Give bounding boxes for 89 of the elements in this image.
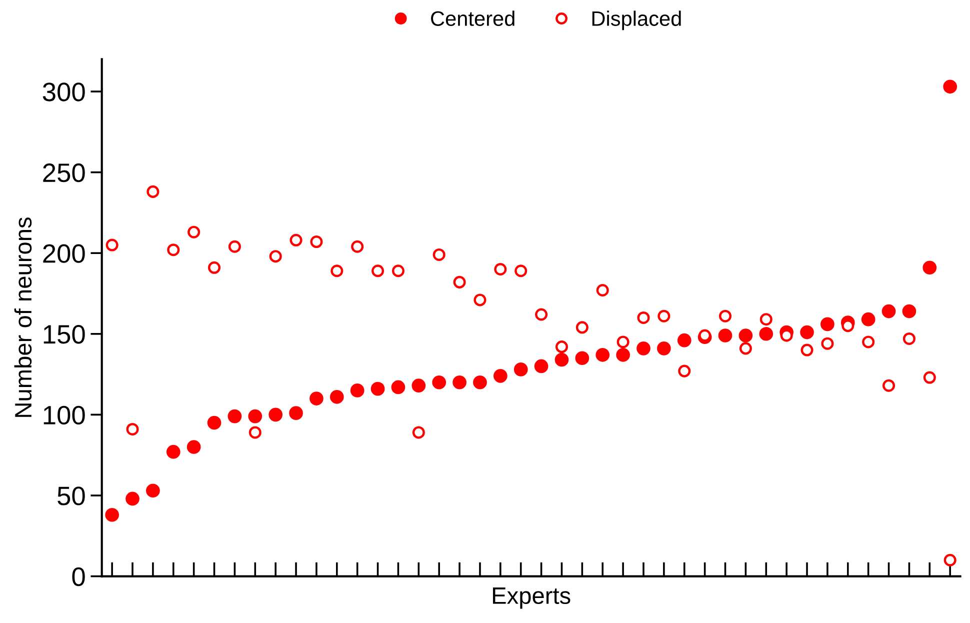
legend-label: Centered <box>431 10 514 26</box>
point <box>186 440 201 454</box>
point <box>596 348 610 362</box>
point <box>350 384 364 398</box>
point <box>882 304 896 318</box>
point <box>391 380 406 394</box>
point <box>922 260 937 275</box>
point <box>554 352 569 367</box>
point <box>126 422 139 436</box>
point <box>882 379 896 392</box>
point <box>658 310 670 322</box>
point <box>370 382 385 396</box>
point <box>207 416 222 430</box>
point <box>105 508 119 522</box>
point <box>575 351 590 366</box>
point <box>555 340 568 354</box>
point <box>861 312 876 326</box>
point <box>228 409 242 424</box>
point <box>248 409 262 424</box>
point <box>392 264 404 278</box>
point <box>944 554 956 566</box>
legend-label: Displaced <box>592 10 681 30</box>
point <box>534 359 548 374</box>
point <box>800 325 814 340</box>
point <box>636 342 650 356</box>
point <box>473 375 487 390</box>
y-tick-label: 300 <box>42 82 85 102</box>
point <box>657 342 671 356</box>
point <box>800 344 814 356</box>
x-axis-title: Experts <box>492 588 570 609</box>
point <box>514 362 528 376</box>
point <box>126 492 140 506</box>
point <box>146 185 160 198</box>
point <box>412 426 425 439</box>
point <box>760 313 772 326</box>
point <box>330 264 344 278</box>
point <box>759 326 774 341</box>
point <box>862 336 875 348</box>
y-tick-label: 100 <box>44 406 85 425</box>
point <box>616 348 630 362</box>
point <box>535 308 548 321</box>
point <box>208 261 221 274</box>
y-tick-label: 150 <box>44 325 85 344</box>
point <box>514 264 528 278</box>
point <box>269 250 282 263</box>
y-tick-label: 200 <box>43 244 85 263</box>
point <box>493 368 508 383</box>
point <box>923 371 936 384</box>
point <box>432 375 446 390</box>
point <box>739 342 752 355</box>
point <box>330 390 344 404</box>
y-axis-title: Number of neurons <box>14 218 32 417</box>
point <box>596 284 609 297</box>
point <box>248 426 262 439</box>
point <box>453 276 466 288</box>
point <box>820 317 834 332</box>
point <box>738 328 753 342</box>
point <box>718 328 732 342</box>
y-tick-label: 0 <box>72 567 85 586</box>
point <box>372 264 384 278</box>
point <box>637 311 650 324</box>
point <box>412 378 426 393</box>
point <box>616 336 630 348</box>
point <box>188 226 200 238</box>
point <box>290 234 302 246</box>
point <box>228 240 241 253</box>
point <box>718 310 732 322</box>
point <box>821 337 834 350</box>
point <box>289 406 303 420</box>
point <box>268 408 283 422</box>
point <box>576 321 588 334</box>
point <box>474 294 486 306</box>
point <box>167 244 180 256</box>
point <box>678 364 691 378</box>
point <box>310 236 323 248</box>
point <box>943 80 957 94</box>
point <box>452 375 466 390</box>
point <box>310 392 324 406</box>
point <box>494 262 507 276</box>
y-tick-label: 250 <box>43 163 85 182</box>
point <box>106 238 118 252</box>
point <box>902 332 916 345</box>
point <box>166 444 180 459</box>
y-tick-label: 50 <box>58 486 85 506</box>
point <box>351 240 364 253</box>
point <box>146 484 160 498</box>
point <box>677 333 692 348</box>
point <box>902 304 916 318</box>
point <box>432 248 446 261</box>
